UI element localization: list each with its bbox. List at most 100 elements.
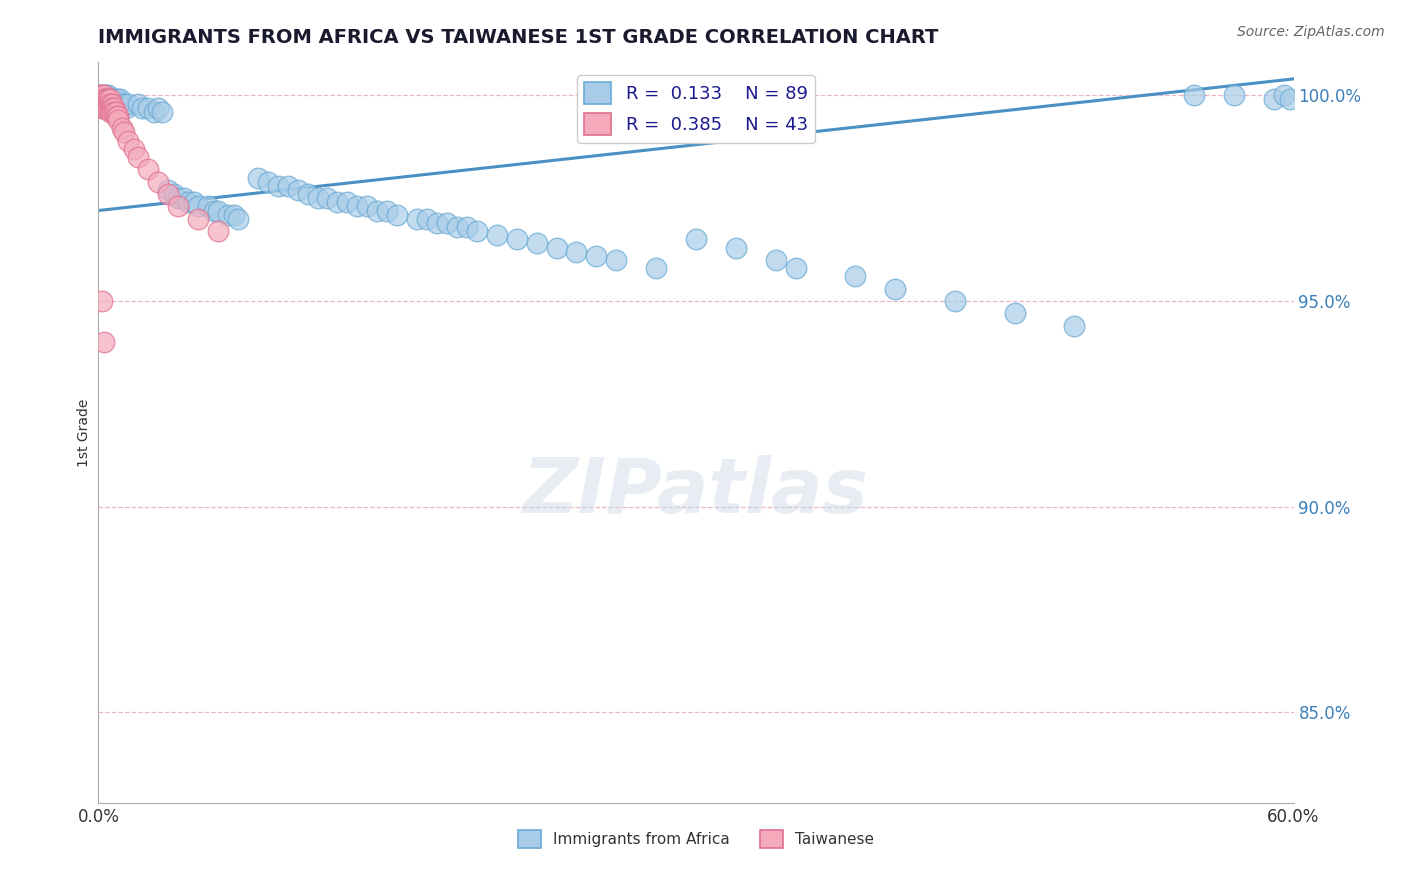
Point bbox=[96, 101, 118, 115]
Point bbox=[326, 195, 349, 210]
Point bbox=[277, 178, 299, 193]
Point bbox=[177, 195, 200, 210]
Point bbox=[336, 195, 359, 210]
Point bbox=[103, 96, 125, 111]
Point bbox=[844, 269, 866, 284]
Point bbox=[89, 92, 111, 106]
Point bbox=[107, 113, 129, 128]
Point bbox=[1272, 88, 1295, 103]
Point bbox=[91, 92, 114, 106]
Point bbox=[385, 208, 409, 222]
Point bbox=[526, 236, 548, 251]
Point bbox=[96, 88, 118, 103]
Point bbox=[93, 92, 115, 106]
Point bbox=[307, 191, 329, 205]
Point bbox=[187, 211, 209, 226]
Point bbox=[117, 96, 139, 111]
Text: Source: ZipAtlas.com: Source: ZipAtlas.com bbox=[1237, 25, 1385, 39]
Point bbox=[103, 92, 125, 106]
Point bbox=[112, 125, 135, 139]
Point bbox=[101, 104, 124, 119]
Point bbox=[93, 88, 115, 103]
Point bbox=[222, 208, 245, 222]
Point bbox=[89, 96, 111, 111]
Point bbox=[1063, 318, 1085, 333]
Point bbox=[356, 199, 378, 213]
Text: IMMIGRANTS FROM AFRICA VS TAIWANESE 1ST GRADE CORRELATION CHART: IMMIGRANTS FROM AFRICA VS TAIWANESE 1ST … bbox=[98, 28, 939, 47]
Point bbox=[207, 224, 229, 238]
Point bbox=[167, 199, 190, 213]
Point bbox=[103, 101, 125, 115]
Point bbox=[1278, 92, 1301, 106]
Point bbox=[406, 211, 429, 226]
Point bbox=[98, 92, 122, 106]
Point bbox=[136, 162, 159, 177]
Point bbox=[1263, 92, 1285, 106]
Point bbox=[127, 150, 149, 164]
Point bbox=[98, 96, 122, 111]
Legend: Immigrants from Africa, Taiwanese: Immigrants from Africa, Taiwanese bbox=[512, 823, 880, 855]
Point bbox=[685, 232, 707, 246]
Point bbox=[465, 224, 488, 238]
Point bbox=[97, 92, 120, 106]
Point bbox=[297, 187, 319, 202]
Point bbox=[97, 96, 120, 111]
Point bbox=[167, 191, 190, 205]
Point bbox=[485, 228, 508, 243]
Point bbox=[148, 101, 170, 115]
Point bbox=[1223, 88, 1246, 103]
Point bbox=[89, 92, 111, 106]
Point bbox=[197, 199, 219, 213]
Point bbox=[446, 219, 468, 234]
Point bbox=[96, 92, 118, 106]
Point bbox=[101, 96, 124, 111]
Point bbox=[546, 240, 568, 254]
Point bbox=[117, 134, 139, 148]
Point bbox=[150, 104, 173, 119]
Point bbox=[105, 109, 128, 123]
Point bbox=[131, 101, 153, 115]
Point bbox=[91, 88, 114, 103]
Point bbox=[124, 142, 146, 156]
Point bbox=[91, 101, 114, 115]
Point bbox=[115, 101, 138, 115]
Point bbox=[105, 92, 128, 106]
Point bbox=[98, 101, 122, 115]
Point bbox=[91, 96, 114, 111]
Point bbox=[148, 175, 170, 189]
Point bbox=[316, 191, 339, 205]
Point bbox=[346, 199, 368, 213]
Point bbox=[91, 92, 114, 106]
Point bbox=[785, 261, 807, 276]
Point bbox=[645, 261, 668, 276]
Point bbox=[585, 249, 607, 263]
Point bbox=[96, 96, 118, 111]
Point bbox=[884, 282, 907, 296]
Point bbox=[287, 183, 309, 197]
Point bbox=[217, 208, 239, 222]
Y-axis label: 1st Grade: 1st Grade bbox=[77, 399, 91, 467]
Point bbox=[157, 187, 180, 202]
Point bbox=[101, 101, 124, 115]
Point bbox=[565, 244, 588, 259]
Point bbox=[91, 88, 114, 103]
Point bbox=[366, 203, 388, 218]
Point bbox=[226, 211, 249, 226]
Point bbox=[107, 92, 129, 106]
Point bbox=[267, 178, 290, 193]
Text: ZIPatlas: ZIPatlas bbox=[523, 455, 869, 529]
Point bbox=[97, 101, 120, 115]
Point bbox=[426, 216, 449, 230]
Point bbox=[187, 199, 209, 213]
Point bbox=[436, 216, 458, 230]
Point bbox=[202, 203, 225, 218]
Point bbox=[112, 96, 135, 111]
Point bbox=[98, 92, 122, 106]
Point bbox=[111, 121, 134, 136]
Point bbox=[1182, 88, 1205, 103]
Point bbox=[105, 96, 128, 111]
Point bbox=[103, 104, 125, 119]
Point bbox=[93, 88, 115, 103]
Point bbox=[246, 170, 269, 185]
Point bbox=[143, 104, 166, 119]
